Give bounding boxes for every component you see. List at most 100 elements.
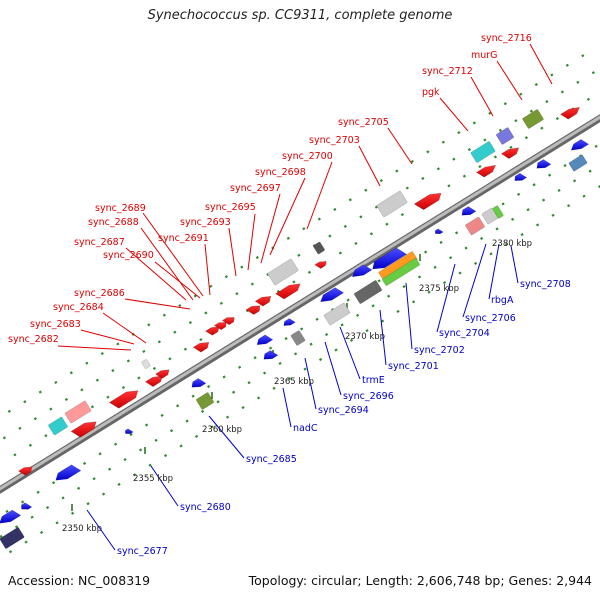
scale-tick — [204, 311, 208, 315]
scale-tick — [448, 256, 453, 260]
scale-tick — [464, 246, 468, 250]
scale-tick — [302, 227, 306, 231]
scale-tick — [550, 73, 554, 77]
leader-line-top — [124, 298, 191, 310]
scale-tick — [472, 121, 476, 125]
gene-arrow-forward — [275, 283, 301, 300]
gene-arrow-reverse — [256, 334, 274, 346]
gene-box-olive — [522, 109, 544, 129]
gene-box-navy — [0, 527, 25, 549]
leader-line-bottom — [324, 341, 342, 396]
scale-tick — [107, 467, 112, 471]
scale-tick — [346, 298, 350, 302]
scale-tick — [545, 99, 549, 104]
scale-tick — [188, 320, 192, 325]
gene-label-top: sync_2687 — [74, 237, 125, 248]
gene-arrow-reverse — [191, 378, 207, 388]
scale-tick — [276, 289, 281, 294]
scale-tick — [173, 330, 177, 334]
scale-tick — [348, 198, 352, 202]
gene-arrow-reverse — [372, 247, 408, 270]
gene-box-pink — [64, 400, 92, 424]
scale-tick — [129, 433, 133, 437]
scale-tick — [194, 434, 199, 438]
scale-tick — [169, 429, 174, 433]
scale-tick — [385, 222, 389, 226]
label-leader-lines — [57, 43, 553, 551]
scale-tick — [292, 280, 296, 284]
scale-tick — [250, 282, 254, 286]
scale-tick — [479, 236, 484, 241]
leader-line-bottom — [405, 282, 413, 350]
scale-tick — [519, 92, 523, 96]
scale-tick — [199, 337, 203, 342]
scale-tick — [315, 317, 319, 321]
gene-label-top: sync_2712 — [422, 66, 473, 77]
scale-tick — [90, 405, 95, 409]
scale-tick — [566, 204, 571, 208]
scale-tick — [380, 319, 385, 323]
gene-arrow-forward — [559, 106, 581, 120]
leader-line-bottom — [304, 357, 317, 410]
scale-tick — [405, 186, 409, 190]
gene-box-dark — [353, 280, 383, 304]
scale-tick — [253, 356, 257, 360]
scale-tick — [13, 453, 17, 457]
gene-arrow-forward — [314, 261, 327, 269]
gene-label-top: sync_2688 — [88, 217, 139, 228]
scale-tick — [386, 294, 391, 298]
gene-arrow-forward — [221, 317, 235, 326]
leader-line-top — [496, 60, 523, 101]
scale-tick — [268, 346, 273, 350]
scale-tick — [206, 384, 211, 389]
kbp-label: 2365 kbp — [274, 377, 314, 387]
scale-tick — [447, 184, 451, 188]
gene-box-pink — [465, 216, 485, 236]
scale-tick — [426, 150, 430, 154]
backbone-highlight — [0, 115, 600, 491]
leader-line-top — [387, 127, 413, 165]
scale-tick — [400, 213, 405, 217]
scale-tick — [100, 352, 104, 356]
gene-arrow-forward — [154, 369, 170, 379]
scale-tick — [137, 376, 141, 380]
scale-tick — [70, 511, 75, 515]
gene-label-bottom: nadC — [293, 423, 318, 434]
leader-line-bottom — [510, 245, 519, 284]
scale-tick — [210, 425, 214, 429]
scale-tick — [557, 188, 561, 193]
scale-tick — [338, 251, 343, 255]
scale-tick — [526, 208, 530, 212]
gene-arrow-forward — [204, 326, 220, 336]
scale-tick — [154, 438, 158, 442]
scale-tick — [364, 188, 368, 192]
scale-tick — [307, 270, 312, 274]
leader-line-top — [306, 161, 333, 230]
scale-tick — [457, 131, 461, 135]
leader-line-top — [247, 213, 256, 271]
scale-tick — [591, 71, 595, 75]
scale-tick — [441, 140, 445, 144]
scale-tick — [293, 352, 298, 356]
scale-tick — [576, 80, 580, 84]
scale-tick — [138, 448, 143, 452]
gene-label-top: sync_2697 — [230, 183, 281, 194]
gene-box-green — [381, 258, 421, 286]
scale-tick — [86, 502, 90, 506]
gene-label-bottom: rbgA — [491, 295, 514, 306]
scale-tick — [423, 250, 428, 254]
leader-line-bottom — [462, 243, 487, 318]
gene-label-top: sync_2683 — [30, 319, 81, 330]
scale-tick — [395, 169, 399, 173]
scale-tick — [255, 255, 259, 260]
leader-line-top — [358, 145, 381, 187]
scale-tick — [152, 366, 157, 370]
gene-labels: sync_2682sync_2683sync_2684sync_2686sync… — [8, 33, 571, 557]
kbp-scale-labels: 2350 kbp 2355 kbp 2360 kbp 2365 kbp 2370 kbp… — [62, 239, 532, 534]
scale-tick — [534, 82, 538, 87]
scale-tick — [18, 426, 22, 430]
scale-tick — [334, 348, 338, 352]
scale-tick — [147, 323, 151, 327]
leader-line-bottom — [379, 309, 387, 366]
scale-tick — [442, 281, 447, 285]
